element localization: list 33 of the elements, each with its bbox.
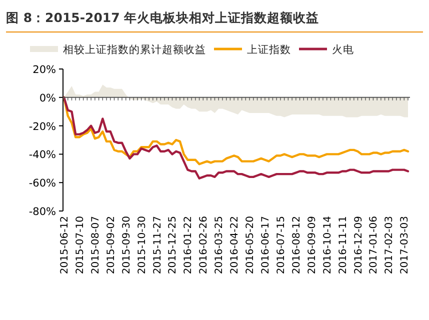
x-tick-label: 2015-09-30: [121, 216, 132, 274]
x-tick-label: 2016-05-20: [245, 216, 256, 274]
y-tick-label: -80%: [28, 206, 56, 218]
x-tick-label: 2015-06-12: [60, 216, 70, 274]
x-tick-label: 2016-03-25: [214, 216, 226, 274]
y-tick-label: -40%: [28, 149, 56, 162]
x-tick-label: 2016-09-09: [306, 216, 318, 274]
x-tick-label: 2015-09-02: [106, 216, 117, 274]
x-tick-label: 2016-10-14: [322, 216, 334, 274]
x-tick-label: 2017-01-06: [368, 216, 380, 274]
x-tick-label: 2017-02-03: [384, 216, 396, 274]
x-tick-label: 2017-03-03: [400, 216, 411, 274]
chart-title: 图 8：2015-2017 年火电板块相对上证指数超额收益: [6, 10, 320, 25]
x-tick-label: 2016-07-15: [276, 216, 287, 274]
y-tick-label: 0%: [39, 92, 56, 104]
legend-label: 火电: [332, 43, 354, 56]
x-tick-label: 2016-08-12: [291, 216, 302, 274]
y-tick-label: -60%: [28, 178, 56, 190]
x-tick-label: 2016-12-09: [353, 216, 364, 274]
y-tick-label: 20%: [32, 64, 56, 76]
x-tick-label: 2016-06-17: [260, 216, 272, 274]
x-tick-label: 2015-11-27: [152, 216, 164, 274]
legend-label: 相较上证指数的累计超额收益: [63, 43, 206, 56]
y-tick-label: -20%: [28, 120, 56, 133]
x-tick-label: 2015-07-10: [74, 216, 86, 274]
x-tick-label: 2016-11-11: [338, 216, 349, 274]
x-tick-label: 2015-10-30: [136, 216, 148, 274]
x-tick-label: 2015-08-07: [90, 216, 102, 274]
x-tick-label: 2016-02-26: [198, 216, 210, 274]
legend-label: 上证指数: [247, 43, 291, 56]
x-tick-label: 2015-12-25: [168, 216, 179, 274]
x-tick-label: 2016-01-22: [183, 216, 194, 274]
x-tick-label: 2016-04-22: [230, 216, 241, 274]
